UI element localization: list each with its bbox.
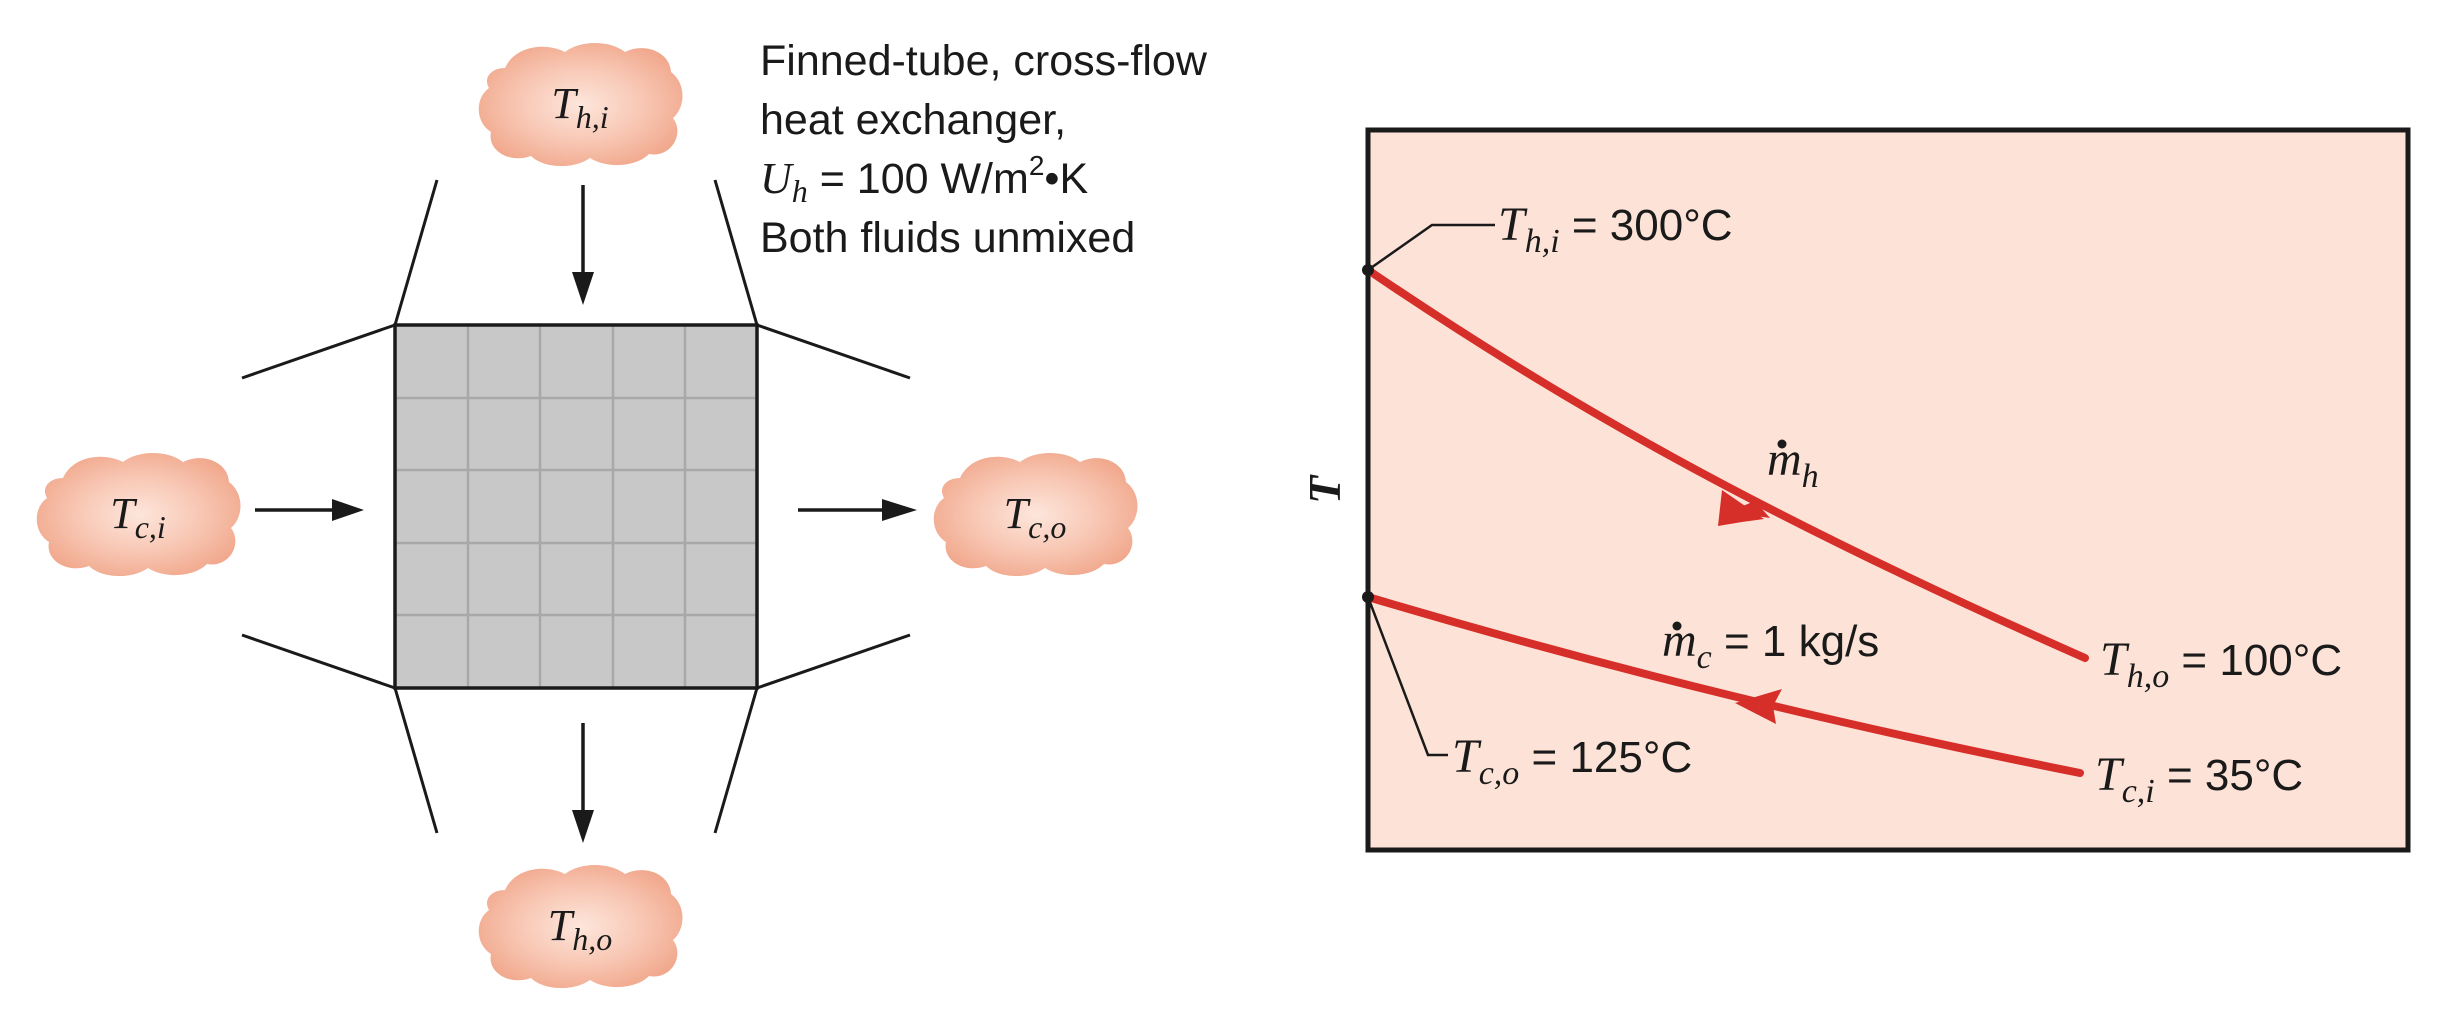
cold-inflow-arrow-icon <box>255 499 364 521</box>
flow-arrows <box>255 185 917 843</box>
cloud-cold-outlet-label: Tc,o <box>1004 489 1067 545</box>
exchanger-core <box>393 323 759 690</box>
exchanger-schematic: Th,i Th,o Tc,i Tc,o Finned-tube, cross-f… <box>36 37 1208 989</box>
hot-outlet-label: Th,o = 100°C <box>2100 633 2342 695</box>
cold-outflow-arrow-icon <box>798 499 917 521</box>
hot-inflow-arrow-icon <box>572 185 594 305</box>
cloud-hot-inlet-label: Th,i <box>551 79 608 135</box>
svg-text:mc = 1 kg/s: mc = 1 kg/s <box>1662 614 1879 676</box>
spec-line-4: Both fluids unmixed <box>760 214 1135 262</box>
cold-outlet-label: Tc,o = 125°C <box>1452 730 1692 792</box>
spec-text: Finned-tube, cross-flow heat exchanger, … <box>760 37 1208 262</box>
cold-flow-label: mc = 1 kg/s <box>1662 614 1879 676</box>
hot-outflow-arrow-icon <box>572 723 594 843</box>
svg-text:mh: mh <box>1767 433 1819 495</box>
cold-flow-dot-icon <box>1672 621 1682 631</box>
temperature-profile-plot: T Th,i = 300°C Th,o = 100°C Tc,i = 35°C … <box>1299 127 2411 853</box>
cold-outlet-leader <box>1366 596 1448 757</box>
hot-flow-label: mh <box>1767 433 1819 495</box>
hot-inlet-label: Th,i = 300°C <box>1498 198 1733 260</box>
cloud-hot-inlet: Th,i <box>478 43 683 167</box>
y-axis-label: T <box>1299 474 1350 504</box>
spec-line-2: heat exchanger, <box>760 96 1066 144</box>
core-grid <box>395 325 757 688</box>
cloud-cold-inlet-label: Tc,i <box>110 489 166 545</box>
cloud-cold-outlet: Tc,o <box>933 453 1138 577</box>
hot-inlet-leader <box>1367 223 1495 272</box>
cold-fluid-curve <box>1364 593 2084 777</box>
hot-fluid-curve <box>1364 266 2089 662</box>
spec-line-3: Uh = 100 W/m2•K <box>760 150 1088 209</box>
cold-flow-arrow-icon <box>1735 689 1782 724</box>
cold-inlet-label: Tc,i = 35°C <box>2095 748 2303 810</box>
cloud-hot-outlet: Th,o <box>478 865 683 989</box>
cloud-cold-inlet: Tc,i <box>36 453 241 577</box>
hot-flow-dot-icon <box>1777 439 1787 449</box>
duct-lines <box>241 179 911 834</box>
cloud-hot-outlet-label: Th,o <box>548 901 612 957</box>
spec-line-1: Finned-tube, cross-flow <box>760 37 1208 85</box>
